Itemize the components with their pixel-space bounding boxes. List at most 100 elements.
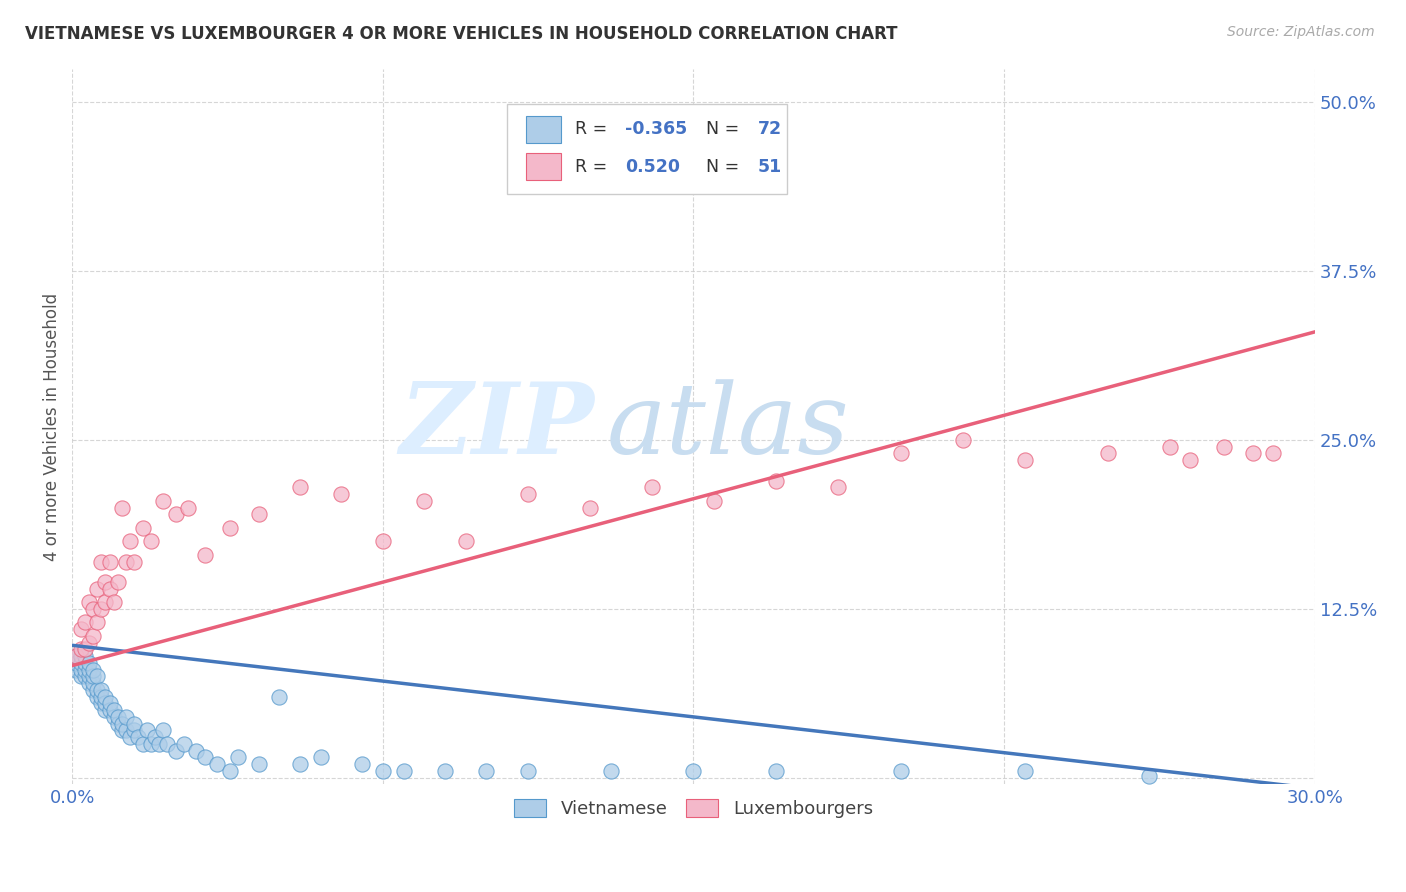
Point — [599, 764, 621, 778]
Point — [247, 508, 270, 522]
Point — [69, 656, 91, 670]
Point — [69, 649, 91, 664]
Text: 51: 51 — [758, 158, 782, 176]
Point — [82, 663, 104, 677]
Point — [218, 521, 240, 535]
Point — [107, 574, 129, 589]
Point — [1263, 446, 1285, 460]
Point — [82, 629, 104, 643]
Point — [77, 663, 100, 677]
Point — [152, 493, 174, 508]
Point — [73, 663, 96, 677]
Point — [86, 615, 108, 630]
Point — [135, 723, 157, 738]
Point — [139, 534, 162, 549]
Point — [177, 500, 200, 515]
Point — [890, 764, 912, 778]
Point — [120, 534, 142, 549]
Point — [1097, 446, 1119, 460]
Point — [73, 656, 96, 670]
Point — [148, 737, 170, 751]
Point — [107, 710, 129, 724]
Text: 72: 72 — [758, 120, 782, 138]
Text: 0.520: 0.520 — [626, 158, 681, 176]
Point — [124, 716, 146, 731]
Point — [205, 757, 228, 772]
Point — [111, 723, 134, 738]
Point — [131, 737, 153, 751]
Point — [516, 487, 538, 501]
Point — [152, 723, 174, 738]
Point — [952, 433, 974, 447]
Point — [143, 730, 166, 744]
Point — [454, 534, 477, 549]
Point — [111, 716, 134, 731]
Point — [90, 682, 112, 697]
Point — [111, 500, 134, 515]
Point — [131, 521, 153, 535]
Point — [1137, 769, 1160, 783]
Point — [86, 582, 108, 596]
Point — [73, 615, 96, 630]
Point — [703, 493, 725, 508]
Point — [124, 555, 146, 569]
Point — [352, 757, 374, 772]
Point — [77, 669, 100, 683]
Point — [65, 663, 87, 677]
Point — [218, 764, 240, 778]
Point — [103, 710, 125, 724]
Point — [73, 649, 96, 664]
Point — [82, 682, 104, 697]
Point — [288, 480, 311, 494]
Point — [309, 750, 332, 764]
Point — [194, 750, 217, 764]
Point — [73, 669, 96, 683]
Point — [65, 656, 87, 670]
Point — [98, 582, 121, 596]
Point — [165, 744, 187, 758]
Point — [103, 703, 125, 717]
Point — [77, 676, 100, 690]
Point — [90, 690, 112, 704]
Point — [1212, 440, 1234, 454]
FancyBboxPatch shape — [526, 153, 561, 180]
Point — [1159, 440, 1181, 454]
Point — [82, 669, 104, 683]
Text: R =: R = — [575, 158, 619, 176]
Point — [103, 595, 125, 609]
Point — [115, 723, 138, 738]
Point — [94, 697, 117, 711]
Point — [1180, 453, 1202, 467]
Text: Source: ZipAtlas.com: Source: ZipAtlas.com — [1227, 25, 1375, 39]
Point — [77, 656, 100, 670]
Point — [433, 764, 456, 778]
Y-axis label: 4 or more Vehicles in Household: 4 or more Vehicles in Household — [44, 293, 60, 560]
Point — [173, 737, 195, 751]
Point — [516, 764, 538, 778]
Point — [156, 737, 179, 751]
Legend: Vietnamese, Luxembourgers: Vietnamese, Luxembourgers — [506, 792, 880, 825]
Point — [247, 757, 270, 772]
Point — [69, 622, 91, 636]
Point — [65, 649, 87, 664]
Point — [94, 595, 117, 609]
Point — [94, 690, 117, 704]
Point — [90, 555, 112, 569]
Point — [94, 574, 117, 589]
Point — [1014, 453, 1036, 467]
Point — [98, 555, 121, 569]
Point — [186, 744, 208, 758]
Point — [86, 669, 108, 683]
Point — [139, 737, 162, 751]
Point — [90, 697, 112, 711]
Text: N =: N = — [706, 120, 745, 138]
Point — [330, 487, 353, 501]
Point — [226, 750, 249, 764]
Point — [65, 649, 87, 664]
Point — [98, 703, 121, 717]
Text: R =: R = — [575, 120, 613, 138]
Point — [194, 548, 217, 562]
Text: ZIP: ZIP — [399, 378, 595, 475]
Point — [115, 710, 138, 724]
Point — [69, 663, 91, 677]
